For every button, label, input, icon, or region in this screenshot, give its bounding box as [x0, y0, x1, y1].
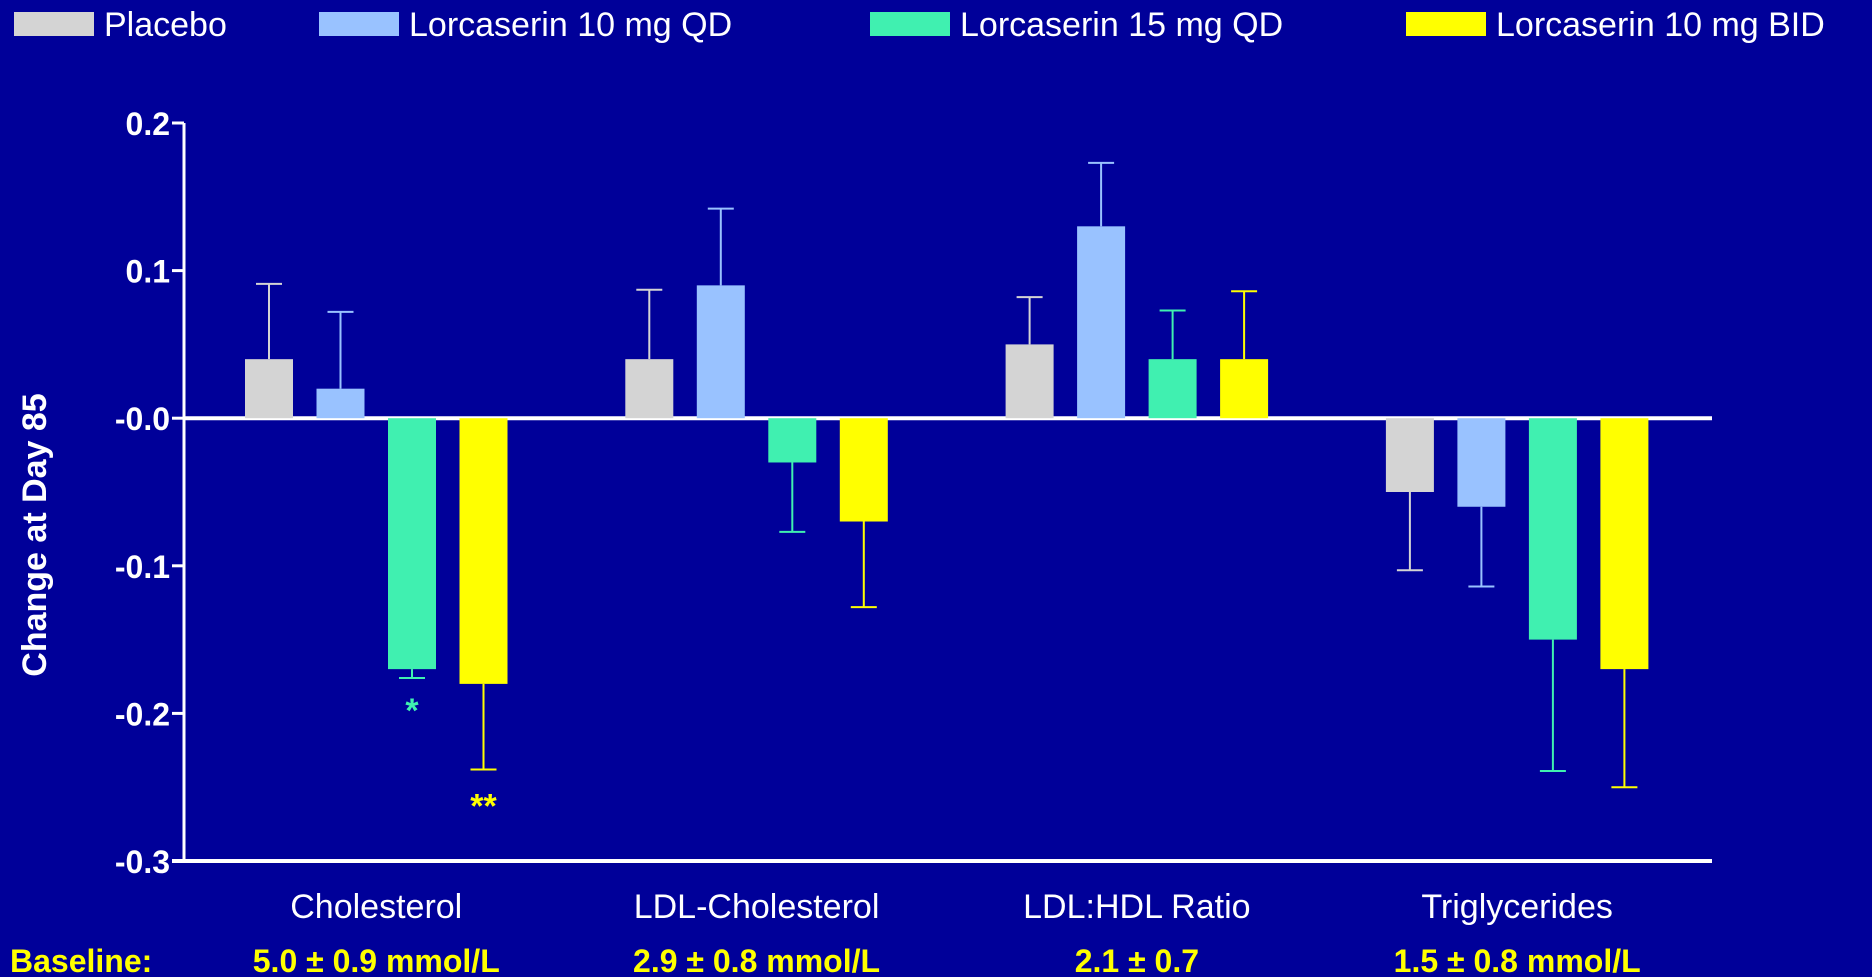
bar-0-3 [459, 418, 508, 684]
bar-1-3 [839, 418, 888, 522]
bar-0-0 [245, 359, 293, 419]
category-label-0: Cholesterol [290, 888, 462, 926]
y-tick-label-4: -0.2 [115, 696, 170, 732]
legend-label-3: Lorcaserin 10 mg BID [1496, 6, 1825, 44]
significance-marker-0: * [405, 692, 419, 730]
significance-marker-1: ** [470, 787, 497, 825]
y-tick-label-0: 0.2 [126, 106, 170, 142]
category-label-1: LDL-Cholesterol [634, 888, 880, 926]
legend-swatch-1 [319, 12, 399, 36]
y-axis-label: Change at Day 85 [16, 393, 54, 676]
bar-0-1 [316, 388, 365, 419]
baseline-label: Baseline: [10, 943, 152, 977]
bar-3-2 [1528, 418, 1577, 640]
bar-3-0 [1385, 418, 1434, 492]
legend-swatch-2 [870, 12, 950, 36]
baseline-value-0: 5.0 ± 0.9 mmol/L [253, 943, 500, 977]
legend-label-0: Placebo [104, 6, 227, 44]
y-tick-label-1: 0.1 [126, 254, 170, 290]
legend-label-2: Lorcaserin 15 mg QD [960, 6, 1283, 44]
legend-swatch-3 [1406, 12, 1486, 36]
bar-1-1 [696, 285, 745, 419]
baseline-row: Baseline: 5.0 ± 0.9 mmol/L 2.9 ± 0.8 mmol… [10, 943, 1641, 977]
legend-label-1: Lorcaserin 10 mg QD [409, 6, 732, 44]
y-tick-label-5: -0.3 [115, 844, 170, 880]
category-label-2: LDL:HDL Ratio [1023, 888, 1250, 926]
bar-3-3 [1600, 418, 1649, 670]
bar-0-2 [388, 418, 436, 670]
bars: *** [245, 161, 1649, 825]
bar-2-0 [1005, 344, 1054, 419]
bar-2-1 [1077, 226, 1126, 419]
baseline-value-1: 2.9 ± 0.8 mmol/L [633, 943, 880, 977]
baseline-value-3: 1.5 ± 0.8 mmol/L [1394, 943, 1641, 977]
category-label-3: Triglycerides [1421, 888, 1612, 926]
bar-2-3 [1220, 359, 1269, 419]
y-tick-label-3: -0.1 [115, 549, 170, 585]
bar-1-2 [768, 418, 817, 463]
y-tick-label-2: -0.0 [115, 401, 170, 437]
baseline-value-2: 2.1 ± 0.7 [1075, 943, 1199, 977]
legend: Placebo Lorcaserin 10 mg QD Lorcaserin 15 … [14, 6, 1825, 44]
x-tick-labels: Cholesterol LDL-Cholesterol LDL:HDL Ratio T… [290, 888, 1613, 926]
bar-2-2 [1148, 359, 1197, 419]
axes: 0.2 0.1 -0.0 -0.1 -0.2 -0.3 [115, 106, 1712, 880]
bar-3-1 [1457, 418, 1506, 507]
y-axis-label-group: Change at Day 85 [16, 393, 54, 676]
bar-1-0 [625, 359, 674, 419]
legend-swatch-0 [14, 12, 94, 36]
